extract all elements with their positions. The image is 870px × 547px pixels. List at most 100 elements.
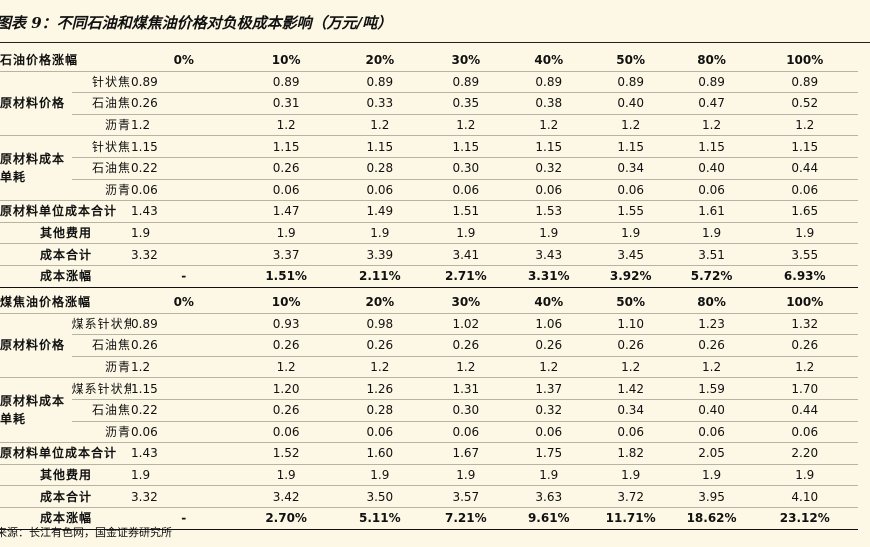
row-label: 原材料单位成本合计 xyxy=(0,200,132,223)
row-label: 沥青 xyxy=(71,114,132,137)
row-label: 成本涨幅 xyxy=(0,507,132,530)
unit-cost-total-row: 原材料单位成本合计 1.43 1.52 1.60 1.67 1.75 1.82 2.05 2.2… xyxy=(0,442,858,465)
cell-value: 0.38 xyxy=(507,92,590,115)
cell-value: 6.93% xyxy=(751,265,858,288)
cell-value: 3.50 xyxy=(335,485,424,508)
cell-value: 1.9 xyxy=(589,222,672,245)
cell-value: 1.9 xyxy=(507,464,590,487)
cell-value: 1.2 xyxy=(423,356,508,379)
column-header: 100% xyxy=(751,50,858,72)
cell-value: 3.55 xyxy=(751,243,858,266)
cell-value: 1.51% xyxy=(236,265,336,288)
cell-value: 2.20 xyxy=(751,442,858,465)
cell-value: 1.15 xyxy=(236,135,336,158)
cell-value: 1.06 xyxy=(507,313,590,336)
cell-value: 0.06 xyxy=(335,179,424,202)
header-label: 煤焦油价格涨幅 xyxy=(0,292,132,314)
cell-value: 1.15 xyxy=(671,135,752,158)
cell-value: 0.06 xyxy=(671,421,752,444)
row-label: 沥青 xyxy=(71,421,132,444)
row-label: 沥青 xyxy=(71,179,132,202)
row-label: 针状焦 xyxy=(71,135,132,158)
cell-value: 1.2 xyxy=(671,114,752,137)
cell-value: 1.52 xyxy=(236,442,336,465)
cell-value: 5.11% xyxy=(335,507,424,530)
cell-value: 0.26 xyxy=(236,334,336,357)
cell-value: 2.11% xyxy=(335,265,424,288)
cost-total-row: 成本合计 3.32 3.37 3.39 3.41 3.43 3.45 3.51 3.55 xyxy=(0,243,858,266)
cell-value: 1.20 xyxy=(236,377,336,400)
cell-value: 1.2 xyxy=(751,114,858,137)
cell-value: 1.49 xyxy=(335,200,424,223)
column-header: 40% xyxy=(507,292,590,314)
coal-tar-price-table: 煤焦油价格涨幅 0% 10% 20% 30% 40% 50% 80% 100% 原材料价格 煤系针状… xyxy=(0,292,858,530)
cell-value: 0.89 xyxy=(131,313,237,336)
cell-value: 1.2 xyxy=(335,356,424,379)
cell-value: 1.15 xyxy=(131,377,237,400)
cell-value: 5.72% xyxy=(671,265,752,288)
cell-value: 1.53 xyxy=(507,200,590,223)
source-note: 来源：长江有色网，国金证券研究所 xyxy=(0,526,172,539)
cost-total-row: 成本合计 3.32 3.42 3.50 3.57 3.63 3.72 3.95 4.10 xyxy=(0,485,858,508)
table-row: 沥青 0.06 0.06 0.06 0.06 0.06 0.06 0.06 0.06 xyxy=(0,179,858,202)
cell-value: 0.33 xyxy=(335,92,424,115)
unit-cost-total-row: 原材料单位成本合计 1.43 1.47 1.49 1.51 1.53 1.55 1.61 1.6… xyxy=(0,200,858,223)
cell-value: 1.9 xyxy=(236,464,336,487)
cell-value: 0.06 xyxy=(236,179,336,202)
cell-value: 0.06 xyxy=(423,421,508,444)
cell-value: 1.9 xyxy=(131,222,237,245)
column-header: 30% xyxy=(423,50,508,72)
cell-value: 1.55 xyxy=(589,200,672,223)
cell-value: 1.2 xyxy=(589,114,672,137)
cell-value: 0.40 xyxy=(589,92,672,115)
cell-value: 0.40 xyxy=(671,399,752,422)
group-consumption: 原材料成本单耗 xyxy=(0,135,72,202)
cell-value: 2.05 xyxy=(671,442,752,465)
cell-value: 1.9 xyxy=(423,464,508,487)
cell-value: 1.15 xyxy=(589,135,672,158)
cell-value: 3.41 xyxy=(423,243,508,266)
column-header: 80% xyxy=(671,292,752,314)
row-label: 沥青 xyxy=(71,356,132,379)
cell-value: 1.59 xyxy=(671,377,752,400)
row-label: 其他费用 xyxy=(0,222,132,245)
cell-value: 1.43 xyxy=(131,200,237,223)
cell-value: 0.34 xyxy=(589,157,672,180)
cell-value: 3.51 xyxy=(671,243,752,266)
cell-value: 0.26 xyxy=(751,334,858,357)
cell-value: 0.30 xyxy=(423,157,508,180)
cell-value: 0.26 xyxy=(236,399,336,422)
table-row: 石油焦 0.26 0.31 0.33 0.35 0.38 0.40 0.47 0.52 xyxy=(0,92,858,115)
column-header: 10% xyxy=(236,50,336,72)
cell-value: 1.9 xyxy=(335,464,424,487)
petroleum-price-table: 石油价格涨幅 0% 10% 20% 30% 40% 50% 80% 100% 原材料价格 针状焦 0.… xyxy=(0,50,858,288)
other-cost-row: 其他费用 1.9 1.9 1.9 1.9 1.9 1.9 1.9 1.9 xyxy=(0,222,858,245)
cell-value: 3.57 xyxy=(423,485,508,508)
cell-value: 1.2 xyxy=(236,356,336,379)
row-label: 石油焦 xyxy=(71,334,132,357)
table-row: 石油焦 0.22 0.26 0.28 0.30 0.32 0.34 0.40 0.44 xyxy=(0,157,858,180)
table-row: 沥青 1.2 1.2 1.2 1.2 1.2 1.2 1.2 1.2 xyxy=(0,114,858,137)
row-label: 成本涨幅 xyxy=(0,265,132,288)
cell-value: 0.52 xyxy=(751,92,858,115)
cell-value: 3.39 xyxy=(335,243,424,266)
cell-value: 1.15 xyxy=(507,135,590,158)
cell-value: 1.9 xyxy=(236,222,336,245)
cell-value: 1.75 xyxy=(507,442,590,465)
cell-value: 0.26 xyxy=(671,334,752,357)
column-header: 0% xyxy=(131,50,237,72)
cell-value: - xyxy=(131,265,237,288)
cell-value: 1.02 xyxy=(423,313,508,336)
cell-value: 3.32 xyxy=(131,243,237,266)
cell-value: 1.23 xyxy=(671,313,752,336)
cell-value: 1.43 xyxy=(131,442,237,465)
cell-value: 1.2 xyxy=(507,114,590,137)
row-label: 石油焦 xyxy=(71,399,132,422)
cell-value: 1.47 xyxy=(236,200,336,223)
cell-value: 0.22 xyxy=(131,157,237,180)
group-raw-price: 原材料价格 xyxy=(0,71,72,137)
cell-value: 1.26 xyxy=(335,377,424,400)
column-header: 50% xyxy=(589,292,672,314)
column-header: 100% xyxy=(751,292,858,314)
cell-value: 0.35 xyxy=(423,92,508,115)
